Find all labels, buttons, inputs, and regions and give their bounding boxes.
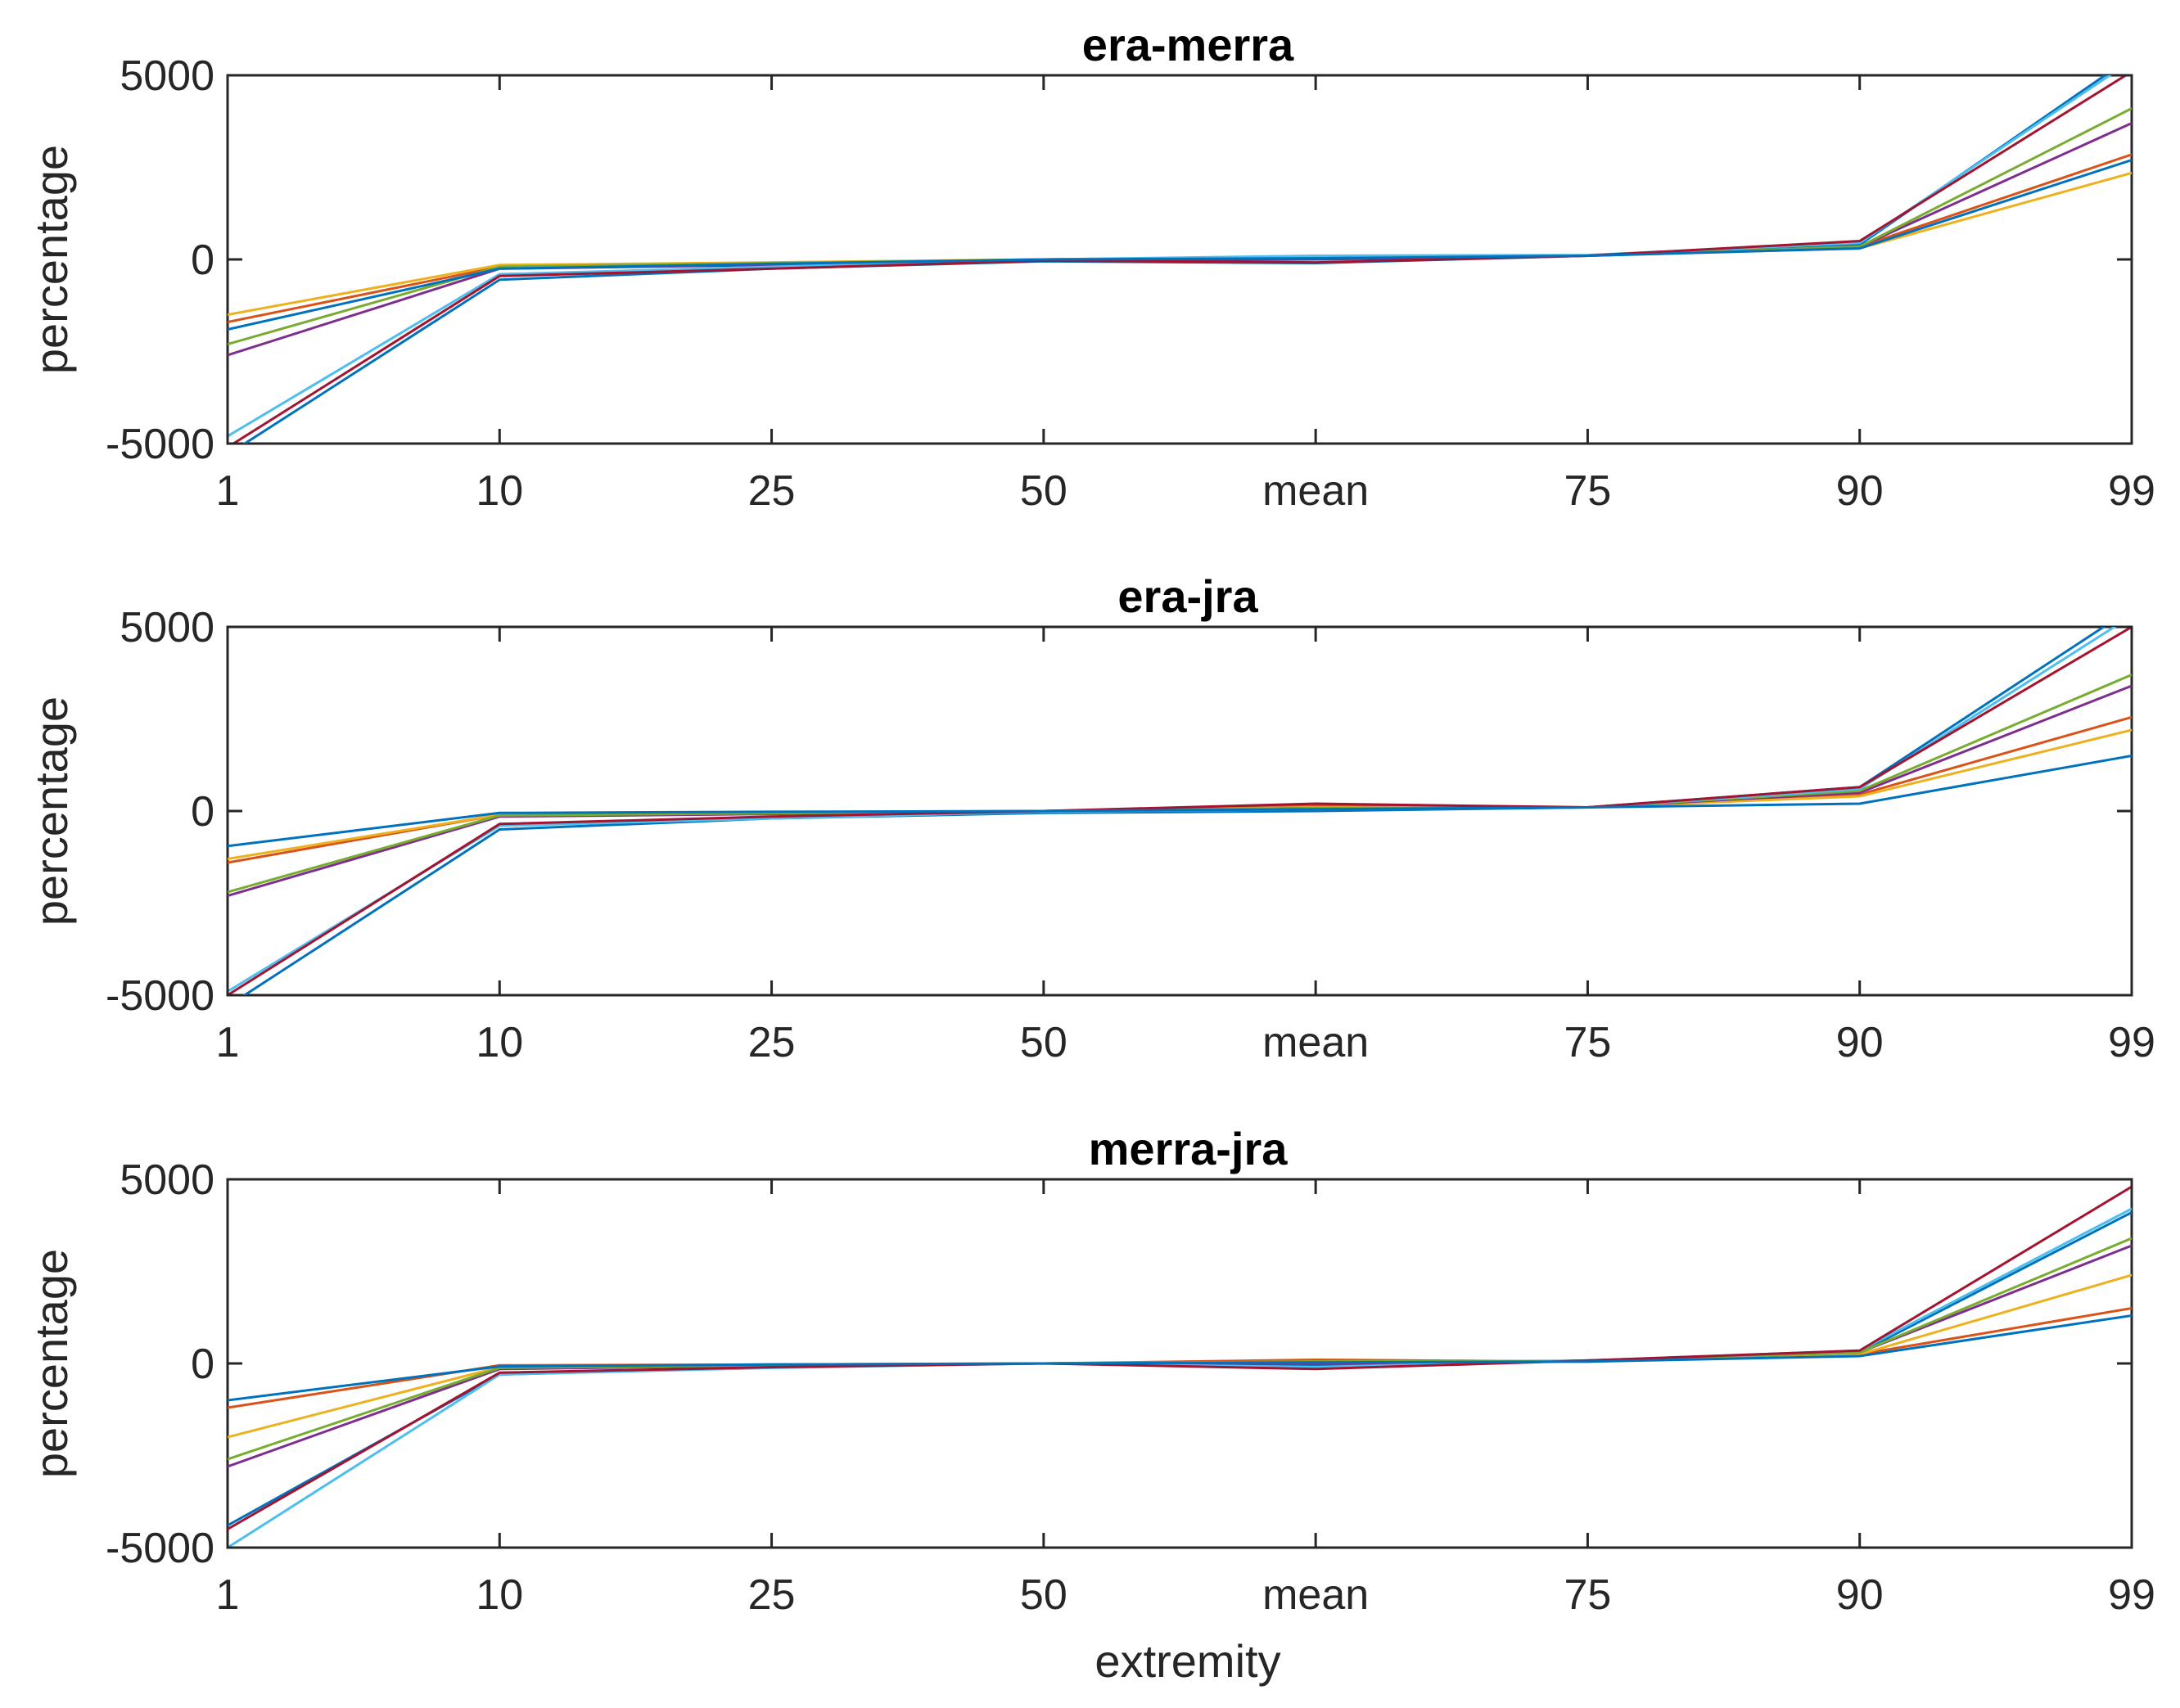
y-tick-label: 0 <box>191 237 214 284</box>
x-tick-label: 10 <box>476 1019 523 1066</box>
panel-title: merra-jra <box>1089 1123 1289 1174</box>
x-tick-label: 50 <box>1020 1019 1067 1066</box>
x-tick-label: 1 <box>216 1019 240 1066</box>
x-tick-label: 90 <box>1836 467 1884 515</box>
x-tick-label: 25 <box>748 1571 796 1619</box>
y-tick-label: 5000 <box>120 1156 214 1204</box>
series-group <box>228 627 2132 995</box>
x-tick-label: 99 <box>2108 1019 2155 1066</box>
series-line-7 <box>228 627 2132 995</box>
x-tick-label: 50 <box>1020 467 1067 515</box>
y-axis-label: percentage <box>25 145 77 374</box>
y-tick-label: 5000 <box>120 604 214 651</box>
y-tick-label: 0 <box>191 1341 214 1388</box>
x-tick-label: 25 <box>748 1019 796 1066</box>
series-line-7 <box>231 75 2128 444</box>
y-axis-label: percentage <box>25 696 77 926</box>
y-tick-label: -5000 <box>106 421 214 468</box>
x-tick-label: 75 <box>1564 467 1612 515</box>
x-tick-label: 75 <box>1564 1571 1612 1619</box>
series-line-8 <box>228 159 2132 331</box>
series-group <box>228 1185 2132 1548</box>
x-tick-label: mean <box>1262 1571 1369 1619</box>
panel-title: era-jra <box>1117 570 1258 622</box>
y-axis-label: percentage <box>25 1249 77 1478</box>
x-axis-label: extremity <box>1095 1635 1280 1687</box>
x-tick-label: 99 <box>2108 467 2155 515</box>
x-tick-label: 25 <box>748 467 796 515</box>
series-group <box>228 75 2132 444</box>
x-tick-label: mean <box>1262 467 1369 515</box>
series-line-8 <box>228 1314 2132 1402</box>
x-tick-label: 90 <box>1836 1571 1884 1619</box>
y-tick-label: -5000 <box>106 972 214 1020</box>
x-tick-label: 10 <box>476 1571 523 1619</box>
panel-merra-jra: 1 10 25 50 mean 75 90 99 -5000 0 5000 merra-jra perc… <box>25 1123 2155 1687</box>
y-tick-label: -5000 <box>106 1525 214 1572</box>
series-line-7 <box>228 1185 2132 1530</box>
panel-era-merra: 1 10 25 50 mean 75 90 99 -5000 0 5000 era-merra perc… <box>25 19 2155 515</box>
panel-title: era-merra <box>1082 19 1294 70</box>
x-tick-label: 99 <box>2108 1571 2155 1619</box>
x-tick-label: 50 <box>1020 1571 1067 1619</box>
y-tick-label: 5000 <box>120 52 214 100</box>
x-tick-label: 10 <box>476 467 523 515</box>
x-tick-label: 1 <box>216 467 240 515</box>
panel-era-jra: 1 10 25 50 mean 75 90 99 -5000 0 5000 era-jra percen… <box>25 570 2155 1066</box>
x-tick-label: mean <box>1262 1019 1369 1066</box>
x-tick-label: 90 <box>1836 1019 1884 1066</box>
x-tick-label: 75 <box>1564 1019 1612 1066</box>
x-tick-label: 1 <box>216 1571 240 1619</box>
series-line-8 <box>228 755 2132 848</box>
y-tick-label: 0 <box>191 788 214 836</box>
series-line-6 <box>228 75 2112 438</box>
